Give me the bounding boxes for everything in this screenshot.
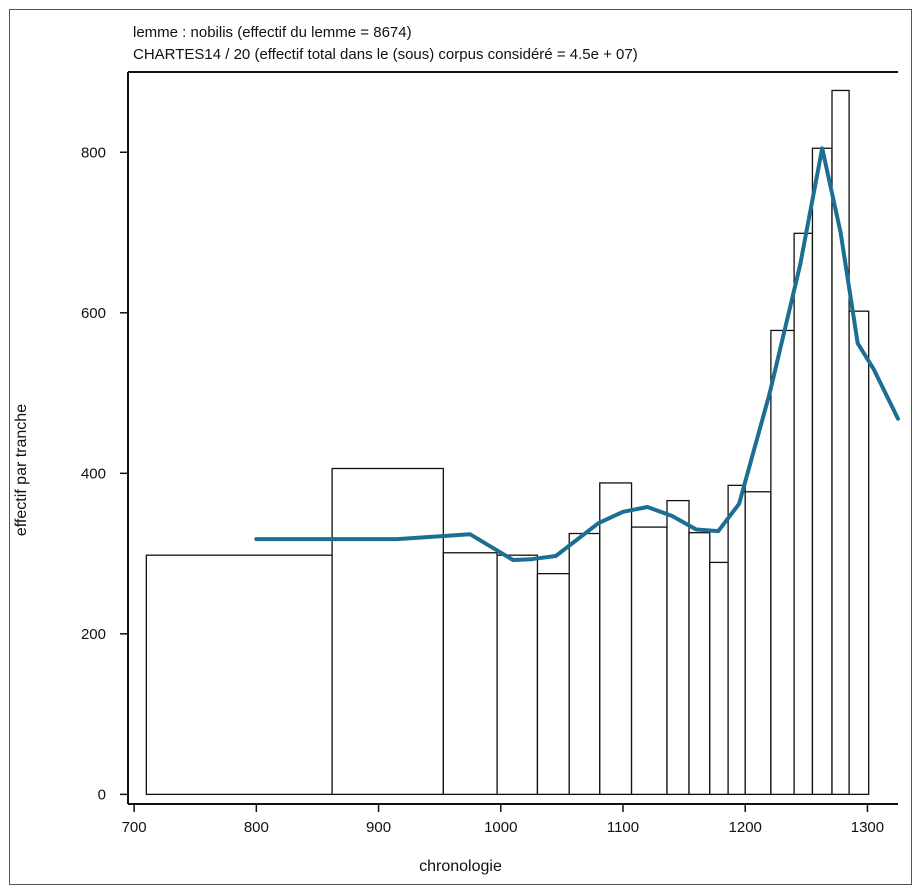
y-axis-label: effectif par tranche xyxy=(13,403,30,537)
histogram-bar xyxy=(145,554,333,796)
x-tick-label: 800 xyxy=(244,819,269,836)
histogram-bar xyxy=(744,491,772,796)
histogram-bar xyxy=(536,572,570,796)
x-tick-label: 700 xyxy=(122,819,147,836)
histogram-bar xyxy=(811,147,833,796)
histogram-bar xyxy=(727,484,746,796)
x-tick-label: 1100 xyxy=(607,819,639,836)
chart-title-line-1: lemme : nobilis (effectif du lemme = 867… xyxy=(133,24,412,41)
histogram-bar xyxy=(688,532,711,796)
y-tick-label: 800 xyxy=(81,144,106,161)
x-tick-label: 1000 xyxy=(484,819,517,836)
axes-group: 700 800 900 1000 1100 1200 1300 0 200 400 600 800 xyxy=(81,71,898,836)
histogram-bar xyxy=(709,561,729,796)
y-tick-label: 400 xyxy=(81,465,106,482)
chart-title-line-2: CHARTES14 / 20 (effectif total dans le (… xyxy=(133,46,638,63)
histogram-bar xyxy=(848,310,870,796)
histogram-bar xyxy=(599,482,633,796)
histogram-bar xyxy=(666,499,690,796)
histogram-bar xyxy=(630,526,668,796)
y-tick-label: 0 xyxy=(98,786,106,803)
x-tick-label: 900 xyxy=(366,819,391,836)
outer-border xyxy=(9,9,912,885)
histogram-bar xyxy=(442,552,498,796)
histogram-bar xyxy=(496,554,539,796)
histogram-bar xyxy=(568,532,601,796)
histogram-bar xyxy=(770,329,795,796)
smoothed-trend-line xyxy=(254,146,900,562)
histogram-bar xyxy=(793,232,814,796)
histogram-bar xyxy=(331,467,444,796)
x-tick-label: 1200 xyxy=(729,819,762,836)
bars-group xyxy=(145,89,870,796)
y-tick-label: 200 xyxy=(81,626,106,643)
x-axis-label: chronologie xyxy=(419,858,502,875)
smooth-line-group xyxy=(254,146,900,562)
y-tick-label: 600 xyxy=(81,305,106,322)
x-tick-label: 1300 xyxy=(851,819,884,836)
